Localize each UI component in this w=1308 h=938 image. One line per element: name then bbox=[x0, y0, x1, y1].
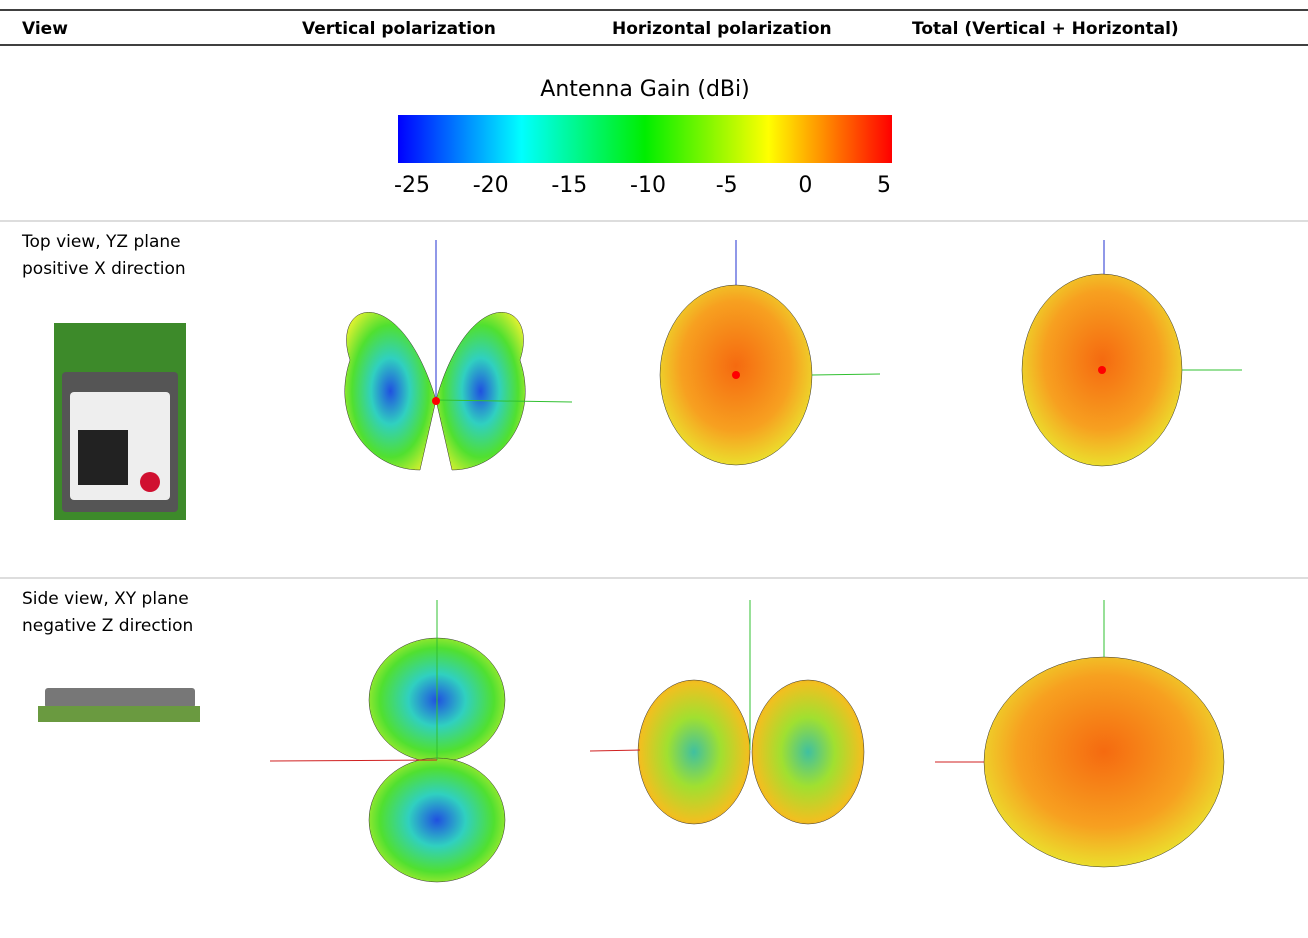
colorbar-tick-label: -25 bbox=[394, 173, 430, 198]
pattern bbox=[1021, 240, 1242, 467]
colorbar-tick-label: -15 bbox=[551, 173, 587, 198]
row-label: positive X direction bbox=[22, 259, 186, 279]
colorbar bbox=[398, 115, 892, 163]
row-label: negative Z direction bbox=[22, 616, 193, 636]
pattern bbox=[659, 240, 881, 466]
colorbar-tick-label: 0 bbox=[798, 173, 812, 198]
column-header: View bbox=[22, 19, 68, 39]
row-label: Side view, XY plane bbox=[22, 589, 189, 609]
colorbar-title: Antenna Gain (dBi) bbox=[540, 77, 749, 102]
column-header: Horizontal polarization bbox=[612, 19, 832, 39]
column-header: Vertical polarization bbox=[302, 19, 496, 39]
module-top bbox=[54, 323, 186, 520]
pattern bbox=[269, 600, 506, 883]
pattern bbox=[589, 600, 865, 825]
colorbar-tick-label: 5 bbox=[877, 173, 891, 198]
module-side bbox=[38, 688, 200, 722]
colorbar-tick-label: -20 bbox=[473, 173, 509, 198]
row-label: Top view, YZ plane bbox=[21, 232, 181, 252]
pattern bbox=[344, 240, 573, 471]
colorbar-tick-label: -10 bbox=[630, 173, 666, 198]
column-header: Total (Vertical + Horizontal) bbox=[912, 19, 1179, 39]
pattern bbox=[935, 600, 1225, 868]
colorbar-tick-label: -5 bbox=[716, 173, 738, 198]
